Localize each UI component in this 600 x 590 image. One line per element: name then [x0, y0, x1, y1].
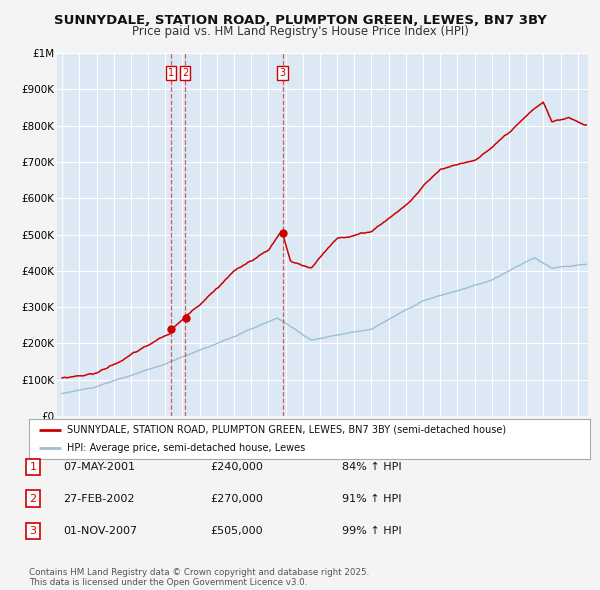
Text: 1: 1 — [29, 463, 37, 472]
Text: £270,000: £270,000 — [210, 494, 263, 503]
Text: £505,000: £505,000 — [210, 526, 263, 536]
Text: 3: 3 — [29, 526, 37, 536]
Text: 1: 1 — [168, 68, 175, 78]
Text: 2: 2 — [182, 68, 188, 78]
Text: 3: 3 — [280, 68, 286, 78]
Text: SUNNYDALE, STATION ROAD, PLUMPTON GREEN, LEWES, BN7 3BY: SUNNYDALE, STATION ROAD, PLUMPTON GREEN,… — [53, 14, 547, 27]
Text: SUNNYDALE, STATION ROAD, PLUMPTON GREEN, LEWES, BN7 3BY (semi-detached house): SUNNYDALE, STATION ROAD, PLUMPTON GREEN,… — [67, 425, 506, 435]
Text: £240,000: £240,000 — [210, 463, 263, 472]
Text: 27-FEB-2002: 27-FEB-2002 — [63, 494, 134, 503]
Text: 2: 2 — [29, 494, 37, 503]
Text: 07-MAY-2001: 07-MAY-2001 — [63, 463, 135, 472]
Text: HPI: Average price, semi-detached house, Lewes: HPI: Average price, semi-detached house,… — [67, 443, 305, 453]
Text: Contains HM Land Registry data © Crown copyright and database right 2025.
This d: Contains HM Land Registry data © Crown c… — [29, 568, 369, 587]
Text: 84% ↑ HPI: 84% ↑ HPI — [342, 463, 401, 472]
Text: 91% ↑ HPI: 91% ↑ HPI — [342, 494, 401, 503]
Text: 01-NOV-2007: 01-NOV-2007 — [63, 526, 137, 536]
Text: 99% ↑ HPI: 99% ↑ HPI — [342, 526, 401, 536]
Text: Price paid vs. HM Land Registry's House Price Index (HPI): Price paid vs. HM Land Registry's House … — [131, 25, 469, 38]
